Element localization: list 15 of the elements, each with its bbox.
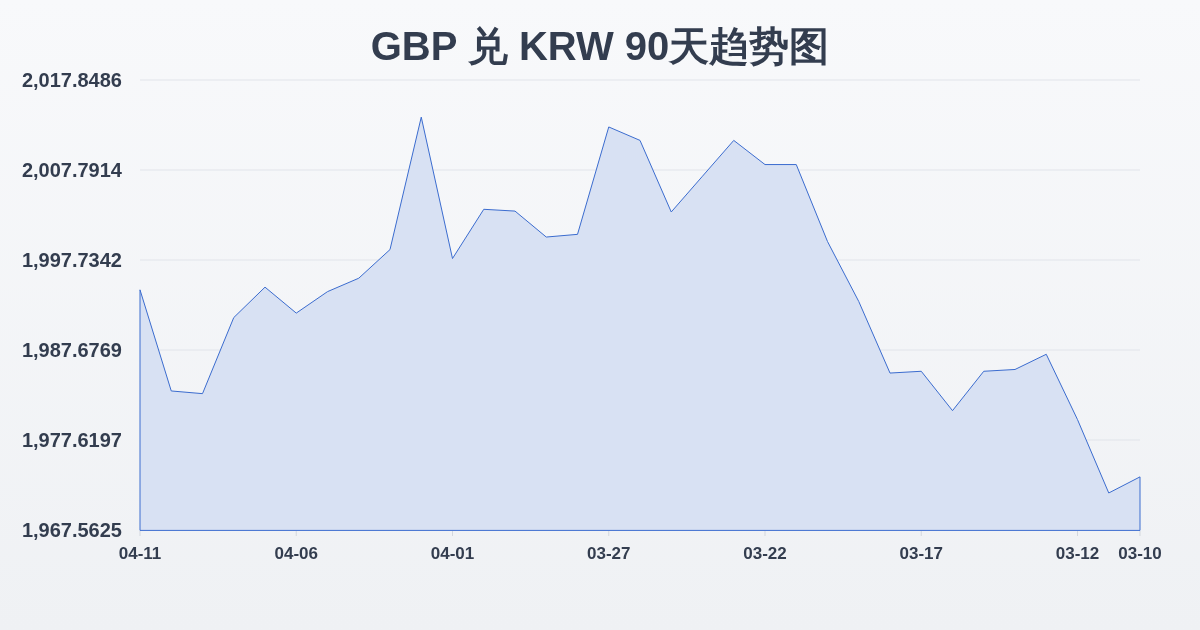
x-tick-label: 03-27	[587, 544, 631, 563]
x-tick-label: 04-06	[274, 544, 318, 563]
y-tick-label: 2,017.8486	[21, 69, 122, 91]
y-tick-label: 1,997.7342	[21, 249, 122, 271]
x-tick-label: 04-01	[430, 544, 475, 563]
x-tick-label: 03-22	[743, 544, 787, 563]
x-tick-label: 03-12	[1055, 544, 1100, 563]
x-tick-label: 03-17	[899, 544, 943, 563]
y-tick-label: 1,967.5625	[21, 519, 122, 541]
y-tick-label: 1,977.6197	[21, 429, 122, 451]
x-tick-label: 04-11	[118, 544, 162, 563]
y-tick-label: 2,007.7914	[21, 159, 123, 181]
y-tick-label: 1,987.6769	[21, 339, 122, 361]
x-tick-label: 03-10	[1118, 544, 1162, 563]
title: GBP 兑 KRW 90天趋势图	[370, 24, 830, 68]
